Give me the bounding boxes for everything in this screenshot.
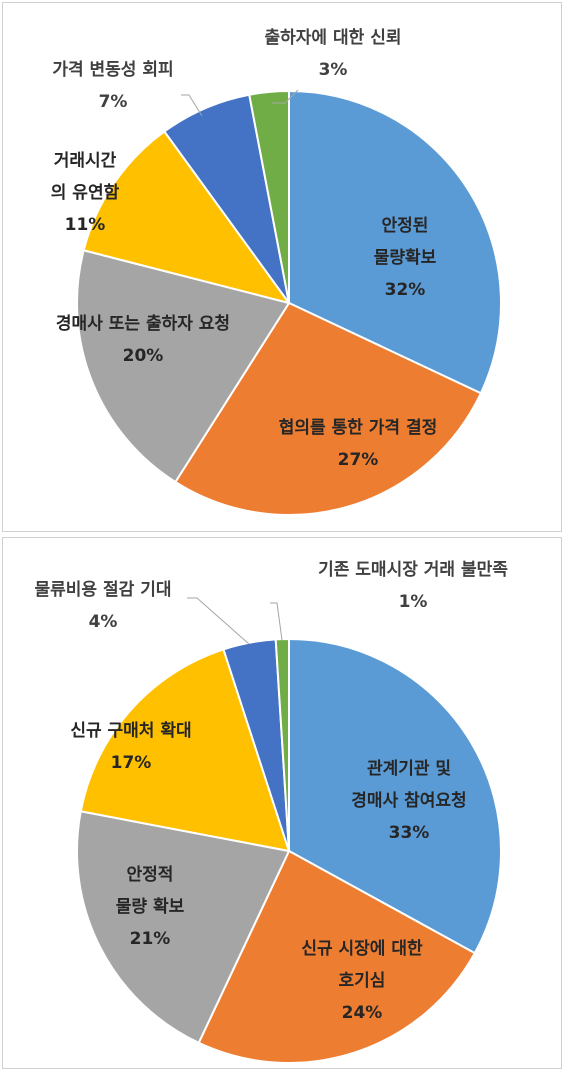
pie1-slice-4-percent-label: 11% bbox=[65, 215, 106, 235]
pie1-slice-4 bbox=[82, 130, 292, 305]
pie1-slice-3-name-label: 경매사 또는 출하자 요청 bbox=[56, 313, 230, 334]
pie1-slice-6 bbox=[248, 89, 290, 304]
pie2-leader-line-6 bbox=[270, 602, 283, 641]
pie2-slice-1-name-label: 경매사 참여요청 bbox=[351, 790, 466, 811]
pie1-slice-1-name-label: 물량확보 bbox=[374, 248, 437, 268]
pie2-leader-line-5 bbox=[187, 597, 250, 645]
pie1-leader-line-6 bbox=[272, 89, 299, 104]
pie2-slice-4-name-label: 신규 구매처 확대 bbox=[70, 721, 191, 741]
pie1-slice-3-percent-label: 20% bbox=[123, 346, 164, 366]
pie2-slice-4-percent-label: 17% bbox=[111, 753, 152, 773]
pie2-slice-5-percent-label: 4% bbox=[89, 612, 118, 632]
pie1-slice-1-percent-label: 32% bbox=[385, 280, 426, 300]
pie2-slice-6-percent-label: 1% bbox=[399, 592, 428, 612]
pie1-leader-line-5 bbox=[181, 94, 203, 117]
pie2-slice-1-name-label: 관계기관 및 bbox=[367, 759, 451, 779]
pie2-slice-5-name-label: 물류비용 절감 기대 bbox=[35, 579, 172, 600]
pie2-slice-3 bbox=[76, 810, 291, 1045]
pie2-slice-4 bbox=[79, 648, 291, 853]
pie2-slice-3-percent-label: 21% bbox=[130, 929, 171, 949]
pie2-slice-2-percent-label: 24% bbox=[342, 1003, 383, 1023]
pie2-slice-2-name-label: 신규 시장에 대한 bbox=[301, 939, 423, 959]
pie2-slice-3-name-label: 물량 확보 bbox=[116, 897, 185, 917]
pie1-slice-4-name-label: 의 유연함 bbox=[51, 182, 120, 203]
pie2-slice-2 bbox=[197, 849, 477, 1064]
pie1-slice-5-percent-label: 7% bbox=[99, 92, 128, 112]
pie1-slice-5-name-label: 가격 변동성 회피 bbox=[52, 60, 173, 80]
pie1-slice-3 bbox=[76, 249, 291, 484]
pie1-slice-2-percent-label: 27% bbox=[338, 450, 379, 470]
pie1-slice-1-name-label: 안정된 bbox=[382, 216, 429, 236]
pie1-slice-6-name-label: 출하자에 대한 신뢰 bbox=[265, 28, 402, 48]
pie2-slice-3-name-label: 안정적 bbox=[127, 865, 174, 885]
pie2-slice-1 bbox=[288, 637, 503, 955]
pie1-slice-1 bbox=[288, 89, 502, 395]
pie1-slice-2 bbox=[174, 301, 483, 517]
pie2-slice-6-name-label: 기존 도매시장 거래 불만족 bbox=[318, 560, 508, 580]
pie1-slice-4-name-label: 거래시간 bbox=[54, 151, 117, 171]
pie2-slice-1-percent-label: 33% bbox=[389, 823, 430, 843]
pie1-slice-6-percent-label: 3% bbox=[319, 60, 348, 80]
pie2-slice-2-name-label: 호기심 bbox=[339, 971, 386, 991]
pie1-slice-2-name-label: 협의를 통한 가격 결정 bbox=[279, 417, 438, 438]
